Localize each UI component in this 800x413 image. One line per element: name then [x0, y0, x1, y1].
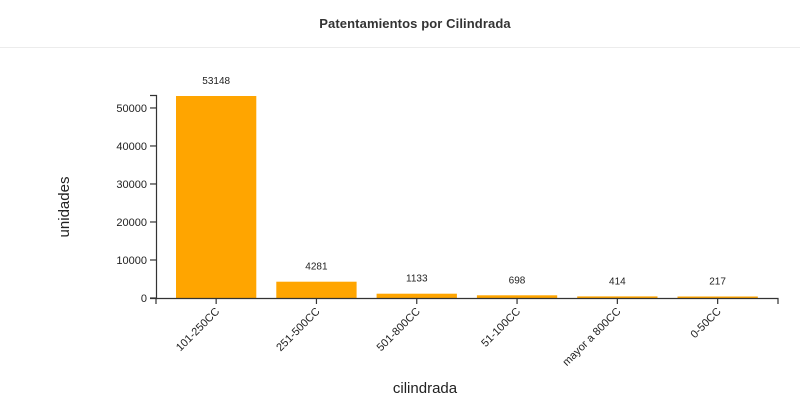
- y-tick-label: 20000: [116, 217, 147, 229]
- y-tick-label: 30000: [116, 179, 147, 191]
- bars-group: [176, 96, 758, 298]
- bar-251-500cc[interactable]: [276, 281, 357, 298]
- y-tick-label: 0: [141, 293, 147, 305]
- bar-value-label: 53148: [202, 76, 230, 87]
- bar-value-label: 698: [509, 275, 526, 286]
- x-tick-label: mayor a 800CC: [561, 306, 624, 369]
- x-axis: 101-250CC 251-500CC 501-800CC 51-100CC mayor…: [155, 297, 779, 369]
- bar-value-label: 4281: [305, 262, 328, 273]
- x-tick-label: 51-100CC: [479, 306, 523, 350]
- x-tick-label: 501-800CC: [375, 306, 423, 354]
- value-labels-group: 53148 4281 1133 698 414 217: [202, 76, 726, 288]
- bar-0-50cc[interactable]: [677, 296, 758, 299]
- bar-value-label: 414: [609, 276, 626, 287]
- y-axis-line: [150, 94, 158, 300]
- y-tick-label: 40000: [116, 141, 147, 153]
- x-axis-line: [155, 297, 779, 304]
- x-tick-label: 0-50CC: [688, 306, 723, 341]
- x-tick-label: 101-250CC: [174, 306, 222, 354]
- bar-value-label: 217: [709, 277, 726, 288]
- bar-mayor-a-800cc[interactable]: [577, 296, 658, 298]
- x-axis-title: cilindrada: [393, 380, 458, 397]
- bar-101-250cc[interactable]: [176, 96, 257, 298]
- chart-header: Patentamientos por Cilindrada: [0, 0, 800, 48]
- bar-501-800cc[interactable]: [376, 293, 457, 298]
- y-tick-label: 50000: [116, 103, 147, 115]
- y-tick-label: 10000: [116, 255, 147, 267]
- bar-value-label: 1133: [406, 274, 428, 285]
- bar-51-100cc[interactable]: [476, 295, 558, 298]
- chart-title: Patentamientos por Cilindrada: [319, 16, 511, 31]
- y-axis-title: unidades: [56, 177, 73, 238]
- x-tick-label: 251-500CC: [274, 306, 322, 354]
- y-axis: 0 10000 20000 30000 40000 50000: [116, 94, 158, 305]
